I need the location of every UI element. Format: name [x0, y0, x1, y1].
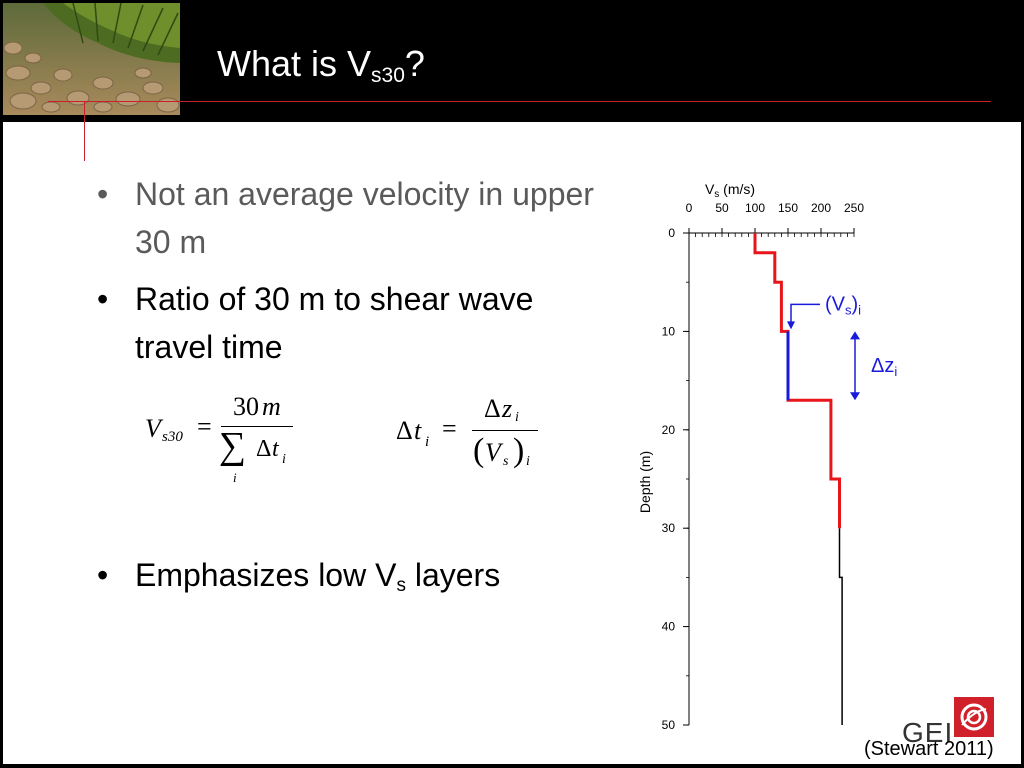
series-group [753, 233, 843, 725]
profile-line-below-30m [838, 528, 843, 725]
header-photo-riverbed [3, 3, 180, 115]
vs-annotation-arrowhead [787, 321, 795, 330]
vs-annotation-leader [790, 303, 820, 324]
dz-arrow-head-top [850, 331, 860, 340]
y-tick-label: 30 [662, 521, 676, 535]
y-axis: 0 10 20 30 40 50 [662, 226, 690, 732]
header-accent-line [84, 101, 85, 161]
y-axis-label: Depth (m) [637, 451, 653, 513]
x-tick-label: 250 [844, 201, 864, 215]
vs-annotation-label: (Vs)i [825, 293, 861, 317]
formula-delta-t: Δ t i = Δ z i ( V s ) i [396, 392, 546, 488]
y-tick-label: 10 [662, 324, 676, 338]
header-rule [48, 101, 991, 102]
slide-header: What is Vs30? [0, 0, 1024, 120]
riverbed-photo-icon [3, 3, 180, 115]
y-tick-label: 40 [662, 620, 676, 634]
dz-annotation-label: Δzi [871, 355, 897, 379]
gei-red-square-logo-icon [954, 697, 994, 737]
gei-logo-text: GEI [902, 717, 954, 748]
profile-line-upper-30m [753, 233, 841, 529]
x-axis: 0 50 100 150 200 250 [686, 201, 864, 237]
x-axis-label: Vs (m/s) [705, 181, 755, 200]
fraction-bar [221, 426, 293, 427]
dz-arrow-head-bottom [850, 392, 860, 401]
slide-content [3, 122, 1021, 764]
bullet-text: Emphasizes low Vs layers [135, 557, 501, 596]
vs-depth-profile-chart: Vs (m/s) Depth (m) 0 50 100 150 200 250 0 10 20… [637, 181, 897, 732]
bullet-text: Ratio of 30 m to shear wave travel time [135, 281, 534, 365]
y-tick-label: 50 [662, 718, 676, 732]
y-tick-label: 20 [662, 423, 676, 437]
annotations: (Vs)i Δzi [787, 293, 897, 401]
fraction-bar [472, 430, 538, 431]
x-tick-label: 50 [715, 201, 729, 215]
bullet-dot-icon: • [97, 557, 109, 593]
source-citation: (Stewart 2011) [864, 738, 994, 760]
slide-title: What is Vs30? [217, 43, 425, 87]
x-tick-label: 0 [686, 201, 693, 215]
x-tick-label: 150 [778, 201, 798, 215]
x-tick-label: 100 [745, 201, 765, 215]
y-tick-label: 0 [668, 226, 675, 240]
bullet-dot-icon: • [97, 176, 109, 212]
bullet-text: Not an average velocity in upper 30 m [135, 176, 594, 260]
x-tick-label: 200 [811, 201, 831, 215]
bullet-dot-icon: • [97, 281, 109, 317]
formula-vs30: V s30 = 30 m ∑ i Δ t i [145, 392, 305, 488]
